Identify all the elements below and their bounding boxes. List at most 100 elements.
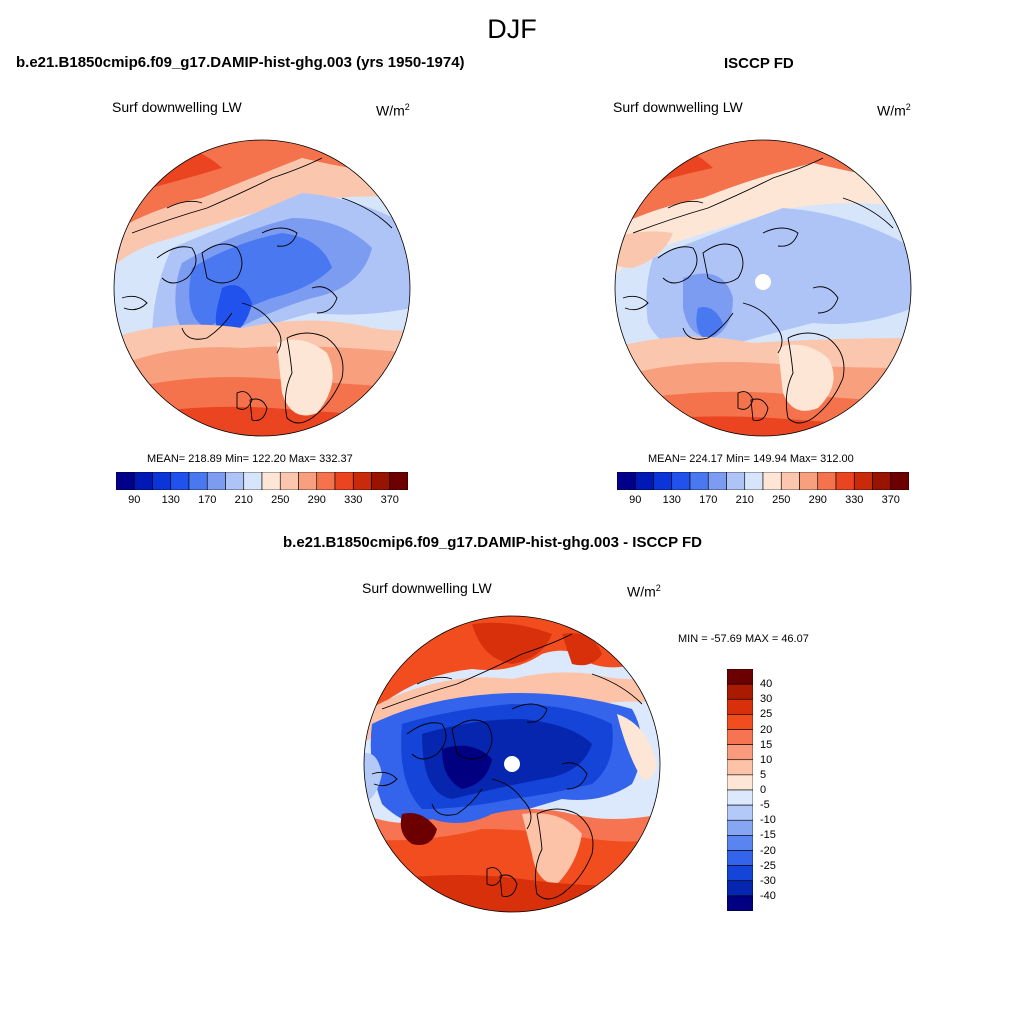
diff-variable-label: Surf downwelling LW	[362, 580, 492, 596]
diff-panel-title: b.e21.B1850cmip6.f09_g17.DAMIP-hist-ghg.…	[283, 534, 703, 551]
colorbar-tick-label: 290	[307, 494, 326, 506]
colorbar-swatch	[799, 472, 819, 490]
colorbar-swatch	[389, 472, 408, 490]
model-stats: MEAN= 218.89 Min= 122.20 Max= 332.37	[147, 453, 353, 465]
colorbar-tick-label: 130	[662, 494, 681, 506]
model-colorbar	[116, 472, 408, 490]
colorbar-tick-label: 250	[271, 494, 290, 506]
colorbar-swatch	[727, 850, 753, 866]
colorbar-tick-label: -30	[760, 874, 776, 887]
obs-colorbar-labels: 90 130 170 210 250 290 330 370	[617, 494, 909, 508]
model-units-label: W/m2	[376, 102, 410, 119]
colorbar-swatch	[316, 472, 336, 490]
colorbar-tick-label: 40	[760, 678, 773, 691]
colorbar-swatch	[835, 472, 855, 490]
colorbar-tick-label: 250	[772, 494, 791, 506]
colorbar-swatch	[727, 669, 753, 685]
colorbar-swatch	[371, 472, 391, 490]
colorbar-tick-label: 330	[344, 494, 363, 506]
colorbar-tick-label: 0	[760, 784, 767, 796]
obs-polar-map	[614, 139, 912, 437]
model-variable-label: Surf downwelling LW	[112, 99, 242, 115]
colorbar-tick-label: 10	[760, 753, 773, 766]
diff-units-label: W/m2	[627, 583, 661, 600]
colorbar-tick-label: 170	[699, 494, 718, 506]
obs-colorbar	[617, 472, 909, 490]
colorbar-swatch	[261, 472, 281, 490]
colorbar-tick-label: -5	[760, 799, 770, 812]
colorbar-swatch	[727, 895, 753, 911]
colorbar-swatch	[617, 472, 636, 490]
colorbar-tick-label: -10	[760, 814, 776, 827]
colorbar-swatch	[334, 472, 354, 490]
colorbar-swatch	[116, 472, 135, 490]
colorbar-swatch	[727, 804, 753, 821]
colorbar-swatch	[206, 472, 226, 490]
colorbar-swatch	[133, 472, 153, 490]
colorbar-tick-label: -40	[760, 889, 776, 902]
colorbar-tick-label: 330	[845, 494, 864, 506]
colorbar-swatch	[727, 698, 753, 715]
model-polar-map	[113, 139, 411, 437]
colorbar-swatch	[727, 774, 753, 791]
colorbar-swatch	[727, 729, 753, 745]
colorbar-swatch	[727, 880, 753, 897]
colorbar-swatch	[707, 472, 727, 490]
colorbar-tick-label: -15	[760, 829, 776, 842]
colorbar-swatch	[853, 472, 873, 490]
colorbar-tick-label: -25	[760, 859, 776, 872]
colorbar-swatch	[152, 472, 172, 490]
colorbar-swatch	[653, 472, 673, 490]
colorbar-swatch	[671, 472, 691, 490]
model-panel-title: b.e21.B1850cmip6.f09_g17.DAMIP-hist-ghg.…	[16, 54, 465, 71]
colorbar-swatch	[744, 472, 764, 490]
colorbar-swatch	[225, 472, 245, 490]
colorbar-tick-label: 15	[760, 738, 773, 751]
diff-colorbar	[727, 669, 753, 911]
colorbar-swatch	[727, 683, 753, 700]
colorbar-swatch	[298, 472, 318, 490]
figure-title: DJF	[487, 14, 537, 44]
colorbar-swatch	[352, 472, 372, 490]
colorbar-tick-label: 370	[380, 494, 399, 506]
colorbar-swatch	[890, 472, 909, 490]
model-colorbar-labels: 90 130 170 210 250 290 330 370	[116, 494, 408, 508]
colorbar-tick-label: 30	[760, 693, 773, 706]
colorbar-tick-label: 130	[161, 494, 180, 506]
colorbar-tick-label: 90	[629, 494, 642, 506]
colorbar-swatch	[727, 744, 753, 761]
colorbar-tick-label: 20	[760, 723, 773, 736]
colorbar-tick-label: 370	[881, 494, 900, 506]
colorbar-swatch	[727, 789, 753, 806]
colorbar-swatch	[872, 472, 892, 490]
obs-panel-title: ISCCP FD	[724, 55, 794, 72]
colorbar-swatch	[243, 472, 263, 490]
colorbar-tick-label: 290	[808, 494, 827, 506]
colorbar-tick-label: 90	[128, 494, 141, 506]
colorbar-swatch	[727, 835, 753, 851]
colorbar-swatch	[634, 472, 654, 490]
diff-colorbar-labels: 40 30 25 20 15 10 5 0 -5 -10 -15 -20 -25 -30 -40	[760, 669, 800, 911]
colorbar-swatch	[689, 472, 709, 490]
colorbar-swatch	[726, 472, 746, 490]
colorbar-swatch	[188, 472, 208, 490]
diff-stats: MIN = -57.69 MAX = 46.07	[678, 633, 809, 645]
colorbar-swatch	[727, 819, 753, 836]
obs-variable-label: Surf downwelling LW	[613, 99, 743, 115]
diff-polar-map	[363, 615, 661, 913]
colorbar-tick-label: 210	[735, 494, 754, 506]
colorbar-swatch	[817, 472, 837, 490]
colorbar-tick-label: -20	[760, 844, 776, 857]
colorbar-swatch	[762, 472, 782, 490]
colorbar-tick-label: 210	[234, 494, 253, 506]
colorbar-tick-label: 25	[760, 708, 773, 721]
colorbar-swatch	[279, 472, 299, 490]
colorbar-swatch	[780, 472, 800, 490]
colorbar-swatch	[727, 865, 753, 882]
colorbar-tick-label: 170	[198, 494, 217, 506]
obs-stats: MEAN= 224.17 Min= 149.94 Max= 312.00	[648, 453, 854, 465]
obs-units-label: W/m2	[877, 102, 911, 119]
colorbar-swatch	[170, 472, 190, 490]
colorbar-tick-label: 5	[760, 768, 767, 781]
colorbar-swatch	[727, 714, 753, 730]
